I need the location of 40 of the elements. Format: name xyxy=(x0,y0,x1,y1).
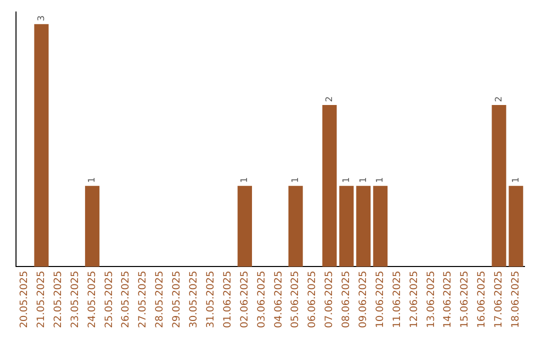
data-label: 1 xyxy=(290,177,301,183)
x-tick-label: 03.06.2025 xyxy=(256,270,268,328)
x-tick-label: 16.06.2025 xyxy=(476,270,488,328)
x-tick-label: 31.05.2025 xyxy=(205,270,216,328)
x-tick-label: 02.06.2025 xyxy=(239,270,250,328)
x-tick-label: 07.06.2025 xyxy=(324,270,336,328)
x-tick-label: 11.06.2025 xyxy=(392,270,403,328)
x-tick-label: 21.05.2025 xyxy=(36,270,48,328)
data-label: 1 xyxy=(240,177,250,183)
data-label: 1 xyxy=(358,177,369,183)
data-label: 1 xyxy=(88,177,98,183)
data-label: 1 xyxy=(376,177,386,183)
x-tick-label: 24.05.2025 xyxy=(86,270,98,328)
x-tick-label: 20.05.2025 xyxy=(19,270,30,328)
x-tick-label: 25.05.2025 xyxy=(104,270,115,328)
x-tick-label: 06.06.2025 xyxy=(307,270,318,328)
x-tick-label: 26.05.2025 xyxy=(120,270,132,328)
data-label: 2 xyxy=(494,96,504,102)
x-tick-label: 13.06.2025 xyxy=(426,270,437,328)
x-tick-label: 09.06.2025 xyxy=(358,270,370,328)
x-tick-label: 15.06.2025 xyxy=(460,270,471,328)
x-tick-label: 10.06.2025 xyxy=(374,270,386,328)
x-tick-label: 14.06.2025 xyxy=(442,270,454,328)
x-tick-label: 01.06.2025 xyxy=(222,270,234,328)
data-label: 1 xyxy=(342,177,352,183)
x-tick-label: 08.06.2025 xyxy=(341,270,352,328)
x-tick-label: 23.05.2025 xyxy=(70,270,81,328)
data-label: 3 xyxy=(36,15,47,22)
x-tick-label: 29.05.2025 xyxy=(172,270,183,328)
x-tick-label: 27.05.2025 xyxy=(138,270,149,328)
x-tick-label: 28.05.2025 xyxy=(154,270,166,328)
x-tick-label: 04.06.2025 xyxy=(273,270,284,328)
x-tick-label: 05.06.2025 xyxy=(290,270,302,328)
x-tick-label: 17.06.2025 xyxy=(494,270,505,328)
x-tick-label: 18.06.2025 xyxy=(510,270,522,328)
data-label: 2 xyxy=(324,96,335,102)
x-tick-label: 12.06.2025 xyxy=(408,270,420,328)
data-label: 1 xyxy=(511,177,522,183)
x-tick-label: 30.05.2025 xyxy=(188,270,200,328)
x-tick-label: 22.05.2025 xyxy=(52,270,64,328)
